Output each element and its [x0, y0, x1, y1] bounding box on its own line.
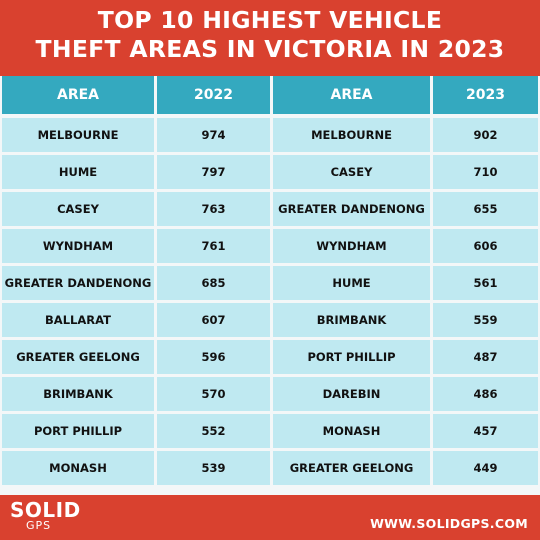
- table-cell-count-2022: 974: [157, 118, 270, 152]
- table-cell-area-2022: BRIMBANK: [2, 377, 154, 411]
- table-cell-area-2023: MONASH: [273, 414, 430, 448]
- table-cell-area-2022: WYNDHAM: [2, 229, 154, 263]
- table-cell-area-2023: MELBOURNE: [273, 118, 430, 152]
- table-cell-count-2022: 570: [157, 377, 270, 411]
- column-header-count-2022: 2022: [157, 76, 270, 114]
- table-cell-count-2023: 449: [433, 451, 538, 485]
- table-cell-count-2022: 685: [157, 266, 270, 300]
- column-header-count-2023: 2023: [433, 76, 538, 114]
- table-cell-area-2023: GREATER GEELONG: [273, 451, 430, 485]
- title-line-2: THEFT AREAS IN VICTORIA IN 2023: [35, 35, 505, 63]
- table-cell-area-2022: GREATER DANDENONG: [2, 266, 154, 300]
- table-cell-count-2022: 596: [157, 340, 270, 374]
- table-cell-area-2023: DAREBIN: [273, 377, 430, 411]
- table-cell-count-2023: 710: [433, 155, 538, 189]
- table-cell-count-2023: 486: [433, 377, 538, 411]
- table-cell-area-2023: CASEY: [273, 155, 430, 189]
- table-cell-count-2022: 552: [157, 414, 270, 448]
- table-cell-area-2022: HUME: [2, 155, 154, 189]
- table-cell-count-2022: 607: [157, 303, 270, 337]
- table-cell-count-2023: 559: [433, 303, 538, 337]
- table-cell-area-2023: PORT PHILLIP: [273, 340, 430, 374]
- solidgps-logo: SOLID GPS: [10, 500, 81, 532]
- table-cell-count-2023: 902: [433, 118, 538, 152]
- table-cell-area-2023: GREATER DANDENONG: [273, 192, 430, 226]
- column-header-area-2022: AREA: [2, 76, 154, 114]
- table-cell-area-2023: HUME: [273, 266, 430, 300]
- logo-sub-text: GPS: [26, 519, 52, 532]
- table-cell-area-2023: WYNDHAM: [273, 229, 430, 263]
- table-cell-count-2023: 655: [433, 192, 538, 226]
- table-cell-count-2022: 797: [157, 155, 270, 189]
- table-cell-count-2023: 487: [433, 340, 538, 374]
- table-cell-area-2023: BRIMBANK: [273, 303, 430, 337]
- table-cell-count-2022: 539: [157, 451, 270, 485]
- table-cell-count-2022: 761: [157, 229, 270, 263]
- table-cell-count-2023: 606: [433, 229, 538, 263]
- table-cell-count-2023: 561: [433, 266, 538, 300]
- logo-main-text: SOLID: [10, 498, 81, 522]
- theft-table: AREA 2022 AREA 2023 MELBOURNE 974 MELBOURNE 902…: [0, 76, 540, 495]
- table-cell-area-2022: PORT PHILLIP: [2, 414, 154, 448]
- table-cell-area-2022: GREATER GEELONG: [2, 340, 154, 374]
- column-header-area-2023: AREA: [273, 76, 430, 114]
- table-cell-area-2022: MELBOURNE: [2, 118, 154, 152]
- table-cell-count-2022: 763: [157, 192, 270, 226]
- page-title: TOP 10 HIGHEST VEHICLE THEFT AREAS IN VI…: [0, 6, 540, 64]
- website-url: WWW.SOLIDGPS.COM: [370, 516, 528, 531]
- table-cell-count-2023: 457: [433, 414, 538, 448]
- title-line-1: TOP 10 HIGHEST VEHICLE: [97, 6, 443, 34]
- table-cell-area-2022: CASEY: [2, 192, 154, 226]
- table-cell-area-2022: BALLARAT: [2, 303, 154, 337]
- table-cell-area-2022: MONASH: [2, 451, 154, 485]
